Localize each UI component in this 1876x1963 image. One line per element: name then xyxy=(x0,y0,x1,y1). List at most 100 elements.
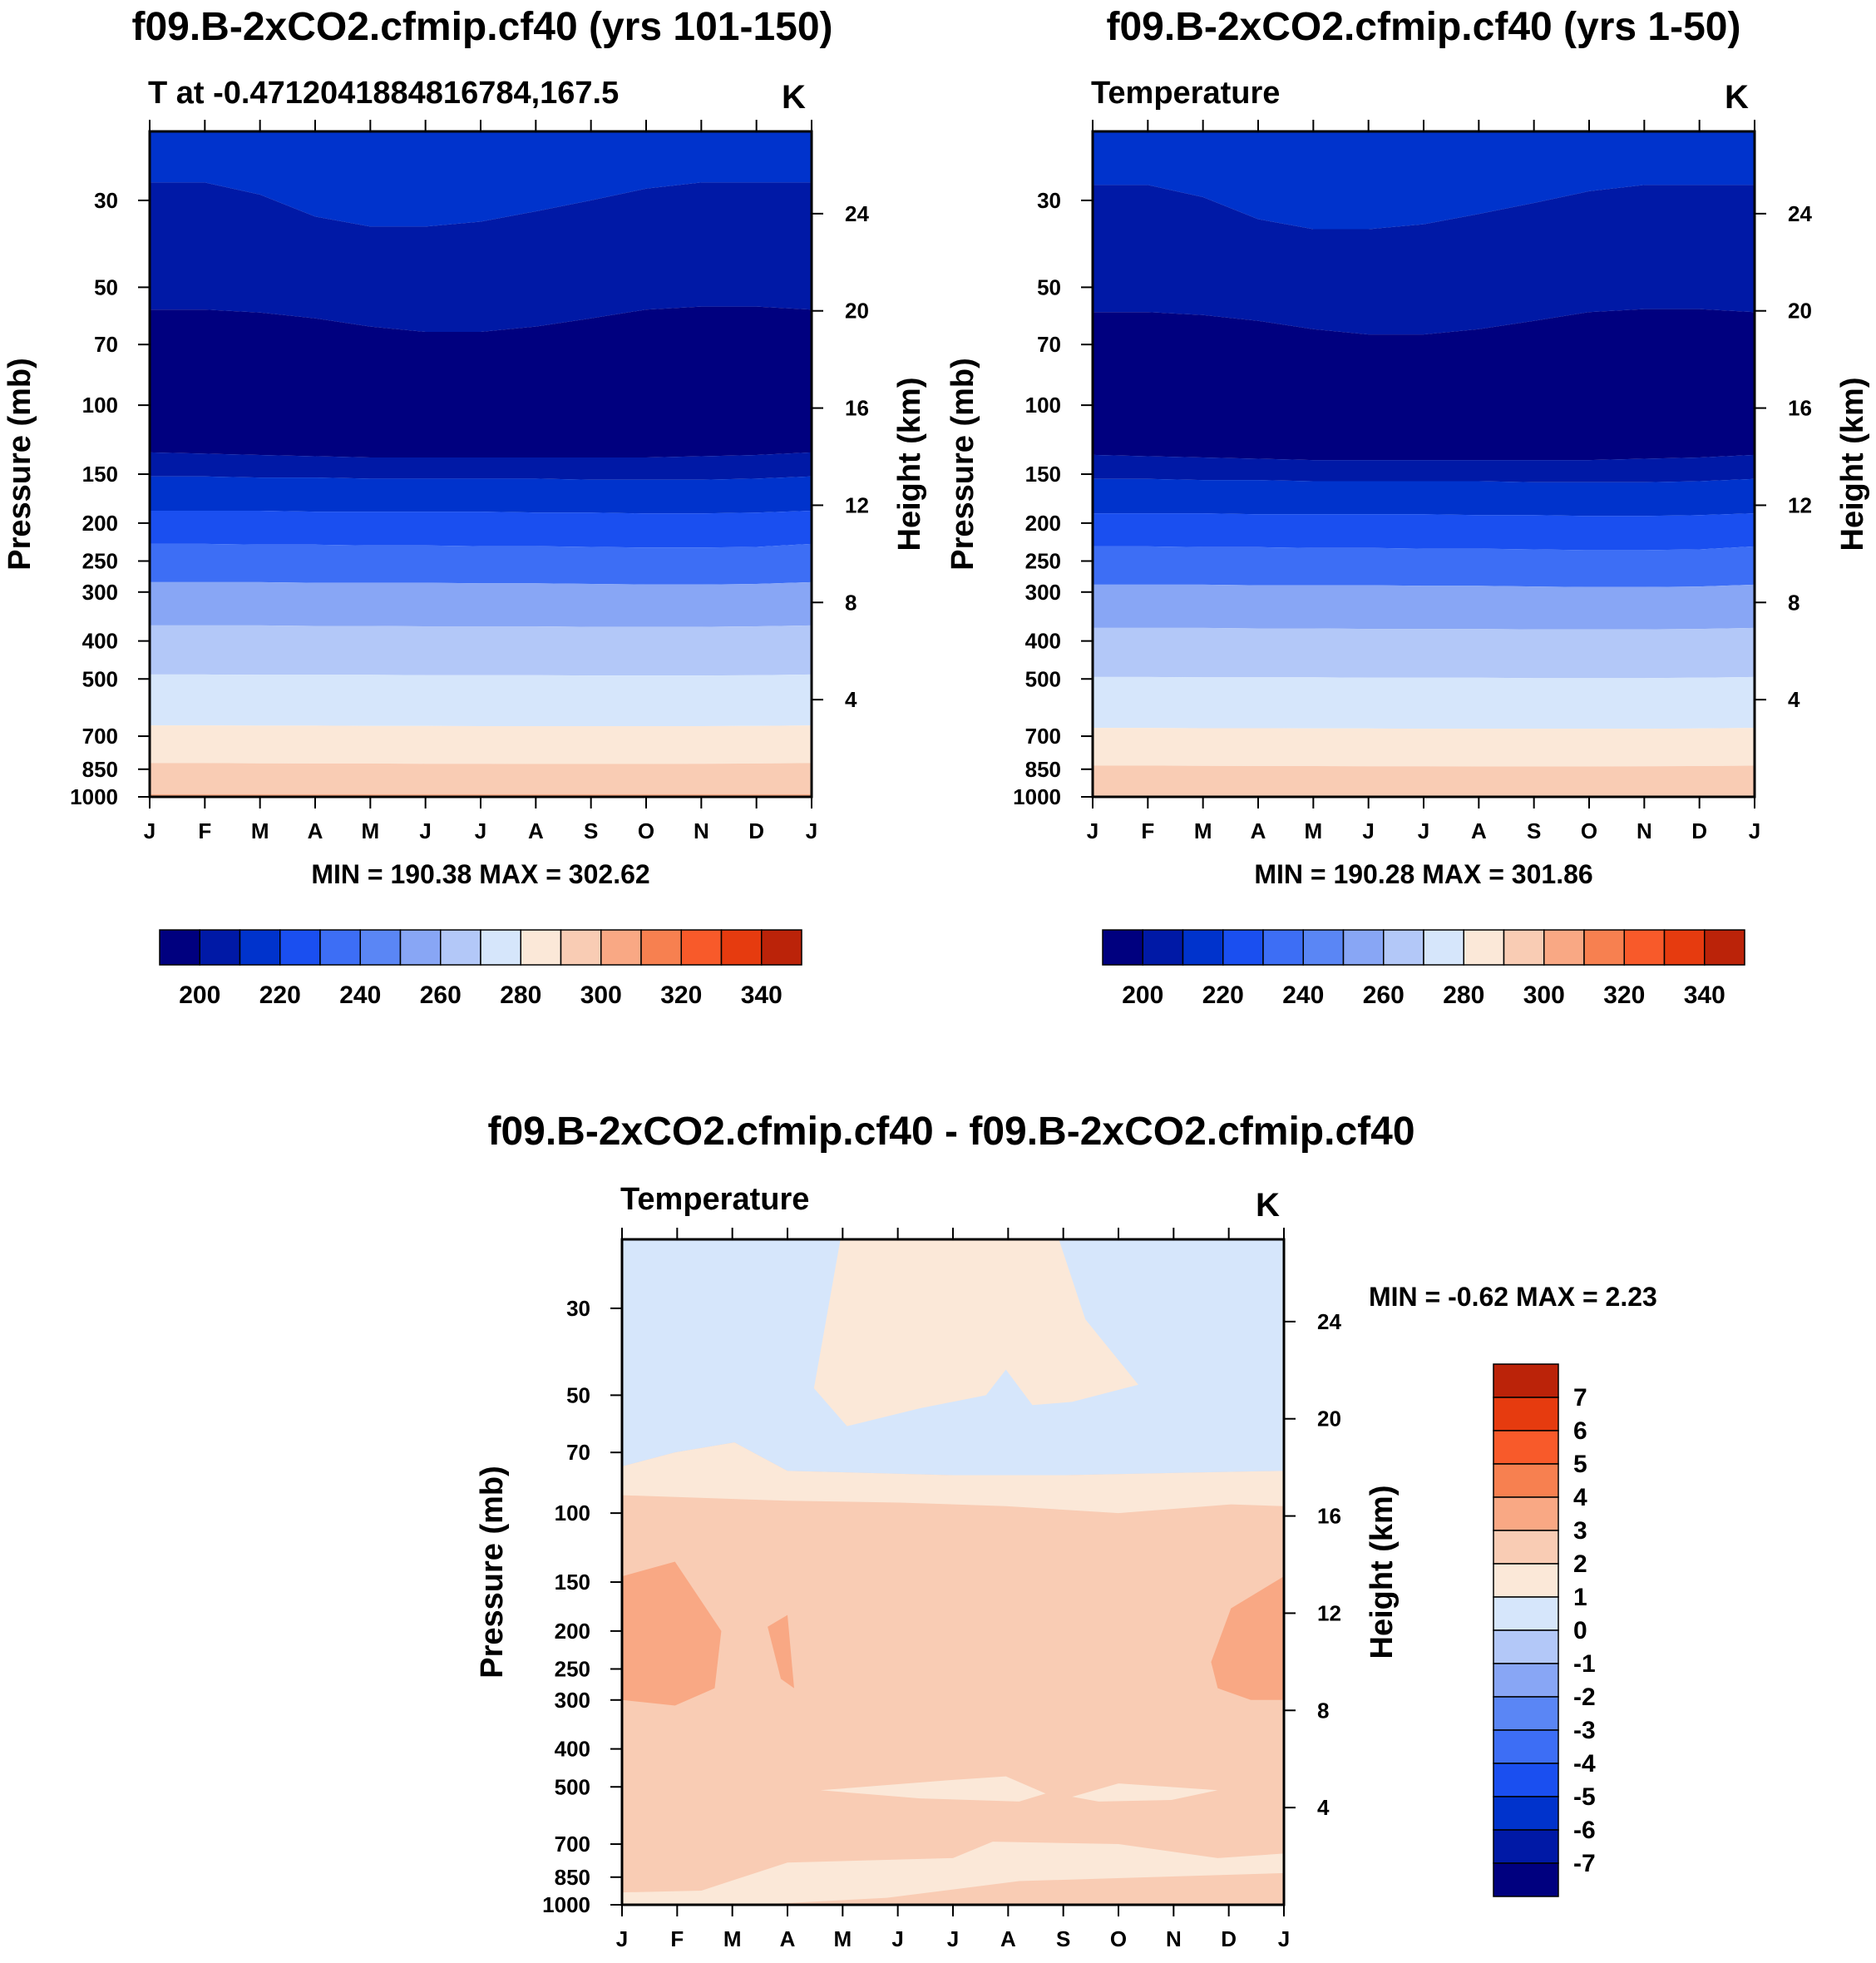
panel2-contour-fills xyxy=(1093,131,1755,797)
colorbar-tick-label: 240 xyxy=(1282,982,1324,1009)
height-tick-label: 20 xyxy=(845,299,869,324)
colorbar-swatch xyxy=(1182,929,1224,966)
contour-band xyxy=(1093,478,1755,517)
x-tick-label: J xyxy=(947,1926,959,1951)
colorbar-tick-label: -1 xyxy=(1573,1650,1596,1678)
panel3-ylabel-left: Pressure (mb) xyxy=(475,1466,510,1679)
x-tick-label: A xyxy=(1000,1926,1016,1951)
contour-band xyxy=(1093,185,1755,335)
colorbar-swatch xyxy=(1493,1530,1559,1565)
panel-yrs-101-150: f09.B-2xCO2.cfmip.cf40 (yrs 101-150) T a… xyxy=(2,5,927,1009)
pressure-tick-label: 200 xyxy=(82,511,118,536)
panel1-title: f09.B-2xCO2.cfmip.cf40 (yrs 101-150) xyxy=(131,5,832,49)
contour-band xyxy=(150,131,812,227)
colorbar-swatch xyxy=(640,929,682,966)
contour-band xyxy=(150,581,812,627)
pressure-tick-label: 850 xyxy=(1025,757,1061,782)
colorbar-tick-label: 260 xyxy=(420,982,462,1009)
x-tick-label: A xyxy=(308,818,323,843)
panel3-title: f09.B-2xCO2.cfmip.cf40 - f09.B-2xCO2.cfm… xyxy=(487,1110,1414,1154)
colorbar-swatch xyxy=(159,929,200,966)
contour-band xyxy=(1093,728,1755,767)
x-tick-label: J xyxy=(1087,818,1098,843)
x-tick-label: A xyxy=(1251,818,1266,843)
pressure-tick-label: 300 xyxy=(555,1688,590,1713)
pressure-tick-label: 250 xyxy=(555,1657,590,1682)
panel2-axes: J F M A M J J A S O N D J 30 50 70 100 150 200 250 300 400 500… xyxy=(1013,120,1812,843)
panel2-ylabel-right: Height (km) xyxy=(1835,378,1870,551)
x-tick-label: N xyxy=(694,818,709,843)
x-tick-label: J xyxy=(616,1926,628,1951)
pressure-tick-label: 150 xyxy=(555,1570,590,1595)
colorbar-tick-label: 2 xyxy=(1573,1550,1587,1578)
colorbar-swatch xyxy=(1222,929,1264,966)
colorbar-swatch xyxy=(1493,1663,1559,1698)
contour-band xyxy=(150,543,812,585)
height-tick-label: 24 xyxy=(845,201,869,226)
contour-band xyxy=(150,674,812,726)
x-tick-label: J xyxy=(1278,1926,1290,1951)
pressure-tick-label: 70 xyxy=(94,332,118,357)
pressure-tick-label: 500 xyxy=(555,1774,590,1799)
panel2-units: K xyxy=(1725,79,1749,116)
colorbar-swatch xyxy=(1423,929,1464,966)
pressure-tick-label: 50 xyxy=(1037,274,1061,299)
pressure-tick-label: 700 xyxy=(1025,724,1061,749)
contour-band xyxy=(1093,546,1755,587)
colorbar-tick-label: 220 xyxy=(1202,982,1244,1009)
height-tick-label: 20 xyxy=(1317,1407,1341,1431)
height-tick-label: 8 xyxy=(1317,1698,1329,1723)
colorbar-swatch xyxy=(1704,929,1745,966)
colorbar-swatch xyxy=(1342,929,1385,966)
x-tick-label: D xyxy=(1221,1926,1237,1951)
pressure-tick-label: 100 xyxy=(1025,393,1061,418)
colorbar-tick-label: 320 xyxy=(660,982,702,1009)
colorbar-tick-label: 1 xyxy=(1573,1584,1587,1611)
pressure-tick-label: 70 xyxy=(566,1440,590,1465)
colorbar-tick-label: 280 xyxy=(1443,982,1484,1009)
colorbar-swatch xyxy=(1493,1763,1559,1797)
height-tick-label: 20 xyxy=(1788,299,1812,324)
panel-difference: f09.B-2xCO2.cfmip.cf40 - f09.B-2xCO2.cfm… xyxy=(475,1110,1657,1951)
x-tick-label: J xyxy=(1362,818,1374,843)
x-tick-label: N xyxy=(1637,818,1652,843)
contour-band xyxy=(150,452,812,480)
contour-band xyxy=(1093,131,1755,230)
colorbar-swatch xyxy=(1493,1729,1559,1764)
pressure-tick-label: 50 xyxy=(94,274,118,299)
pressure-tick-label: 200 xyxy=(555,1619,590,1644)
x-tick-label: J xyxy=(1418,818,1429,843)
colorbar-swatch xyxy=(1663,929,1706,966)
height-tick-label: 12 xyxy=(1317,1600,1341,1625)
colorbar-tick-label: 340 xyxy=(1684,982,1725,1009)
panel3-subtitle: Temperature xyxy=(620,1182,809,1217)
height-tick-label: 4 xyxy=(845,687,857,712)
colorbar-swatch xyxy=(1493,1563,1559,1598)
colorbar-tick-label: 7 xyxy=(1573,1384,1587,1412)
colorbar-tick-label: 320 xyxy=(1603,982,1645,1009)
height-tick-label: 4 xyxy=(1788,687,1800,712)
colorbar-tick-label: 3 xyxy=(1573,1517,1587,1545)
pressure-tick-label: 100 xyxy=(555,1501,590,1525)
panel1-subtitle: T at -0.4712041884816784,167.5 xyxy=(148,76,619,111)
contour-band xyxy=(1093,309,1755,461)
x-tick-label: J xyxy=(475,818,486,843)
colorbar-swatch xyxy=(1503,929,1545,966)
x-tick-label: J xyxy=(891,1926,903,1951)
x-tick-label: A xyxy=(1471,818,1487,843)
x-tick-label: D xyxy=(748,818,764,843)
x-tick-label: O xyxy=(638,818,654,843)
contour-band xyxy=(1093,454,1755,482)
panel2-colorbar: 200 220 240 260 280 300 320 340 xyxy=(1102,929,1745,1009)
colorbar-tick-label: 260 xyxy=(1363,982,1405,1009)
contour-band xyxy=(1093,513,1755,551)
x-tick-label: F xyxy=(1141,818,1154,843)
pressure-tick-label: 850 xyxy=(82,757,118,782)
colorbar-tick-label: 6 xyxy=(1573,1417,1587,1445)
pressure-tick-label: 1000 xyxy=(542,1892,590,1917)
x-tick-label: A xyxy=(528,818,544,843)
x-tick-label: D xyxy=(1691,818,1707,843)
contour-band xyxy=(768,1614,794,1689)
x-tick-label: S xyxy=(584,818,598,843)
